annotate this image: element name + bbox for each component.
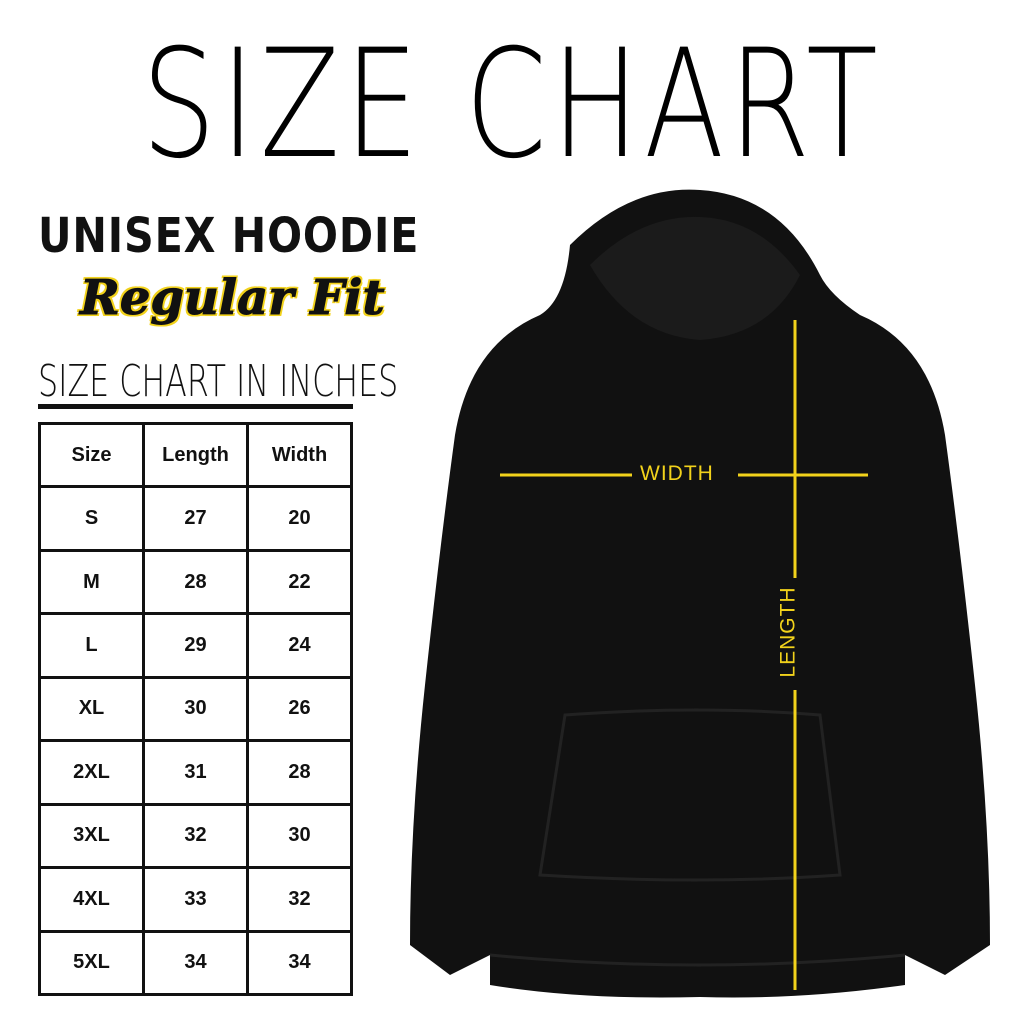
- table-cell: 3XL: [38, 802, 145, 870]
- table-title: SIZE CHART IN INCHES: [38, 356, 399, 407]
- size-table: Size Length Width S 27 20 M 28 22 L 29 24 XL 30 26 2XL 3…: [38, 421, 353, 996]
- table-cell: 20: [246, 485, 353, 552]
- table-cell: 32: [142, 802, 249, 870]
- table-row: S 27 20: [38, 485, 353, 552]
- table-cell: 30: [246, 802, 353, 870]
- table-cell: 24: [246, 612, 353, 679]
- table-cell: S: [38, 485, 145, 552]
- table-cell: 30: [142, 675, 249, 743]
- column-header: Size: [38, 421, 145, 489]
- table-cell: M: [38, 548, 145, 616]
- length-label: LENGTH: [776, 586, 800, 678]
- table-row: 3XL 32 30: [38, 802, 353, 870]
- table-cell: 4XL: [38, 866, 145, 933]
- table-cell: 26: [246, 675, 353, 743]
- column-header: Width: [246, 421, 353, 489]
- table-cell: 32: [246, 866, 353, 933]
- table-row: 4XL 33 32: [38, 866, 353, 933]
- table-cell: 28: [142, 548, 249, 616]
- table-row: 5XL 34 34: [38, 929, 353, 996]
- table-cell: 27: [142, 485, 249, 552]
- table-row: L 29 24: [38, 612, 353, 679]
- hoodie-image: [410, 189, 990, 998]
- table-row: M 28 22: [38, 548, 353, 616]
- table-cell: 22: [246, 548, 353, 616]
- table-header-row: Size Length Width: [38, 421, 353, 489]
- table-cell: 2XL: [38, 739, 145, 806]
- table-cell: 5XL: [38, 929, 145, 996]
- table-cell: L: [38, 612, 145, 679]
- table-cell: 34: [246, 929, 353, 996]
- fit-label: Regular Fit: [80, 270, 386, 327]
- table-row: 2XL 31 28: [38, 739, 353, 806]
- table-row: XL 30 26: [38, 675, 353, 743]
- product-name: UNISEX HOODIE: [38, 208, 420, 264]
- table-cell: 31: [142, 739, 249, 806]
- divider: [38, 404, 353, 409]
- width-label: WIDTH: [640, 462, 714, 485]
- table-cell: 33: [142, 866, 249, 933]
- table-cell: XL: [38, 675, 145, 743]
- table-cell: 34: [142, 929, 249, 996]
- table-cell: 29: [142, 612, 249, 679]
- column-header: Length: [142, 421, 249, 489]
- hoodie-body: [410, 189, 990, 998]
- page-title: SIZE CHART: [141, 18, 883, 192]
- table-cell: 28: [246, 739, 353, 806]
